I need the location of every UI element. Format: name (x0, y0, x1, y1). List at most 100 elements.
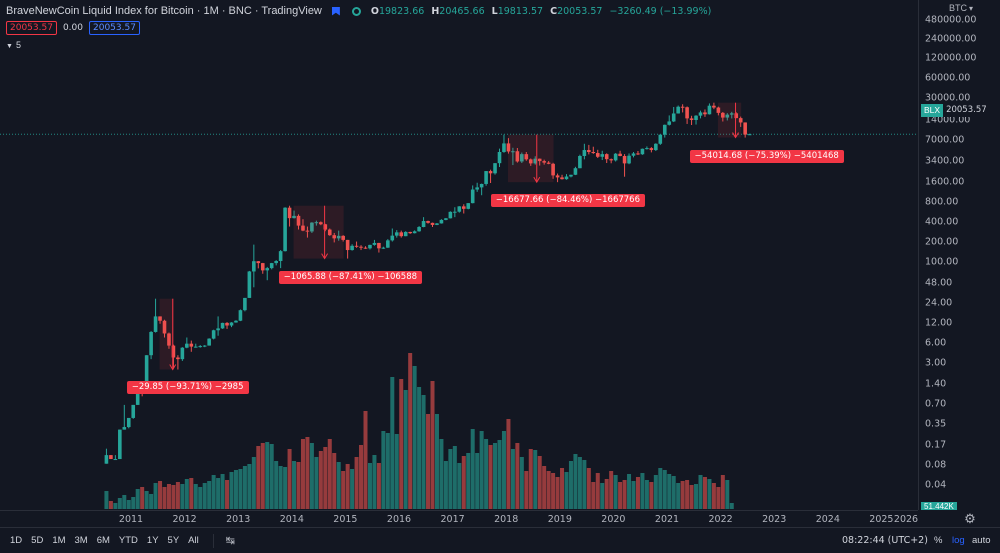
drawdown-label[interactable]: −29.85 (−93.71%) −2985 (126, 381, 249, 395)
volume-bar (381, 431, 386, 509)
candle-body (319, 222, 323, 225)
candle-body (207, 338, 211, 346)
volume-bar (287, 449, 292, 509)
volume-legend[interactable]: ▼ 5 (6, 40, 21, 50)
volume-bar (345, 464, 350, 509)
volume-bar (314, 457, 319, 509)
range-ytd[interactable]: YTD (118, 535, 138, 546)
volume-bar (510, 449, 515, 509)
range-1d[interactable]: 1D (10, 535, 23, 546)
candle-body (185, 343, 189, 348)
candle-body (587, 150, 591, 152)
candle-body (654, 143, 658, 151)
volume-bar (698, 475, 703, 509)
candle-body (305, 230, 310, 232)
candle-body (537, 158, 542, 162)
last-price-symbol: BLX (921, 104, 944, 117)
drawdown-label[interactable]: −1065.88 (−87.41%) −106588 (278, 270, 423, 284)
range-5d[interactable]: 5D (31, 535, 44, 546)
currency-selector[interactable]: BTC ▾ (949, 3, 974, 13)
gear-icon[interactable]: ⚙ (964, 511, 976, 526)
candle-body (542, 161, 546, 163)
volume-bar (336, 462, 341, 509)
candle-body (198, 346, 203, 348)
chart-area[interactable]: −29.85 (−93.71%) −2985 −1065.88 (−87.41%)… (0, 0, 918, 527)
range-5y[interactable]: 5Y (167, 535, 180, 546)
clock[interactable]: 08:22:44 (UTC+2) (842, 535, 928, 546)
time-tick: 2023 (762, 514, 787, 525)
range-all[interactable]: All (188, 535, 199, 546)
market-status-icon (351, 6, 361, 16)
candle-body (417, 227, 421, 232)
volume-bar (707, 479, 712, 509)
time-tick: 2011 (118, 514, 144, 525)
price-chart[interactable] (0, 0, 918, 510)
volume-bar (283, 467, 288, 509)
calendar-goto-icon[interactable]: ↹ (225, 535, 235, 547)
buy-price-box[interactable]: 20053.57 (89, 21, 140, 35)
percent-toggle[interactable]: % (934, 535, 943, 546)
volume-bar (278, 466, 283, 509)
drawdown-area (293, 205, 344, 259)
range-3m[interactable]: 3M (74, 535, 88, 546)
time-tick: 2025 (869, 514, 894, 525)
volume-bar (350, 469, 355, 509)
range-1m[interactable]: 1M (52, 535, 66, 546)
drawdown-area (717, 102, 742, 138)
volume-bar (635, 477, 640, 509)
volume-bar (180, 484, 185, 509)
volume-bar (613, 475, 618, 509)
candle-body (734, 113, 739, 119)
volume-bar (573, 454, 578, 509)
volume-bar (166, 484, 171, 509)
candle-body (283, 207, 287, 252)
volume-bar (399, 379, 404, 509)
volume-bar (457, 463, 462, 509)
time-axis[interactable]: 2011 2012 2013 2014 2015 2016 2017 2018 2019 2020… (0, 510, 918, 527)
volume-bar (126, 500, 131, 509)
drawdown-label[interactable]: −16677.66 (−84.46%) −1667766 (490, 194, 645, 208)
volume-bar (470, 429, 475, 509)
candle-body (332, 235, 337, 239)
candle-body (421, 221, 426, 228)
symbol-title[interactable]: BraveNewCoin Liquid Index for Bitcoin · … (6, 5, 322, 17)
candle-body (149, 331, 153, 356)
volume-bar (198, 487, 203, 509)
time-tick: 2014 (279, 514, 304, 525)
flag-icon[interactable] (331, 6, 340, 16)
price-tick: 100.00 (925, 256, 959, 268)
drawdown-label[interactable]: −54014.68 (−75.39%) −5401468 (689, 149, 844, 163)
volume-bar (475, 453, 480, 509)
candle-body (546, 162, 551, 164)
candle-body (689, 118, 694, 121)
volume-bar (662, 470, 667, 509)
volume-bar (497, 440, 502, 509)
candle-body (703, 112, 707, 115)
volume-bar (716, 487, 721, 509)
price-tick: 0.70 (925, 398, 947, 410)
candle-body (252, 261, 256, 272)
auto-toggle[interactable]: auto (972, 535, 991, 546)
volume-bar (318, 451, 323, 509)
volume-bar (493, 443, 498, 509)
chevron-down-icon[interactable]: ▼ (6, 43, 13, 50)
volume-bar (390, 377, 395, 509)
candle-body (707, 105, 712, 115)
candle-body (640, 148, 645, 155)
candle-body (502, 143, 506, 152)
sell-price-box[interactable]: 20053.57 (6, 21, 57, 35)
range-6m[interactable]: 6M (96, 535, 110, 546)
volume-bar (220, 474, 225, 509)
range-1y[interactable]: 1Y (146, 535, 159, 546)
volume-bar (265, 442, 270, 509)
time-tick: 2012 (172, 514, 197, 525)
log-toggle[interactable]: log (952, 535, 965, 546)
candle-body (225, 322, 229, 326)
volume-bar (488, 445, 493, 509)
candle-body (444, 218, 448, 220)
candle-body (600, 154, 605, 157)
candle-body (327, 229, 332, 236)
high-value: 20465.66 (439, 5, 485, 17)
price-axis[interactable]: BTC ▾ 480000.00 240000.00 120000.00 60000.00… (918, 0, 1000, 510)
volume-bar (225, 480, 230, 509)
